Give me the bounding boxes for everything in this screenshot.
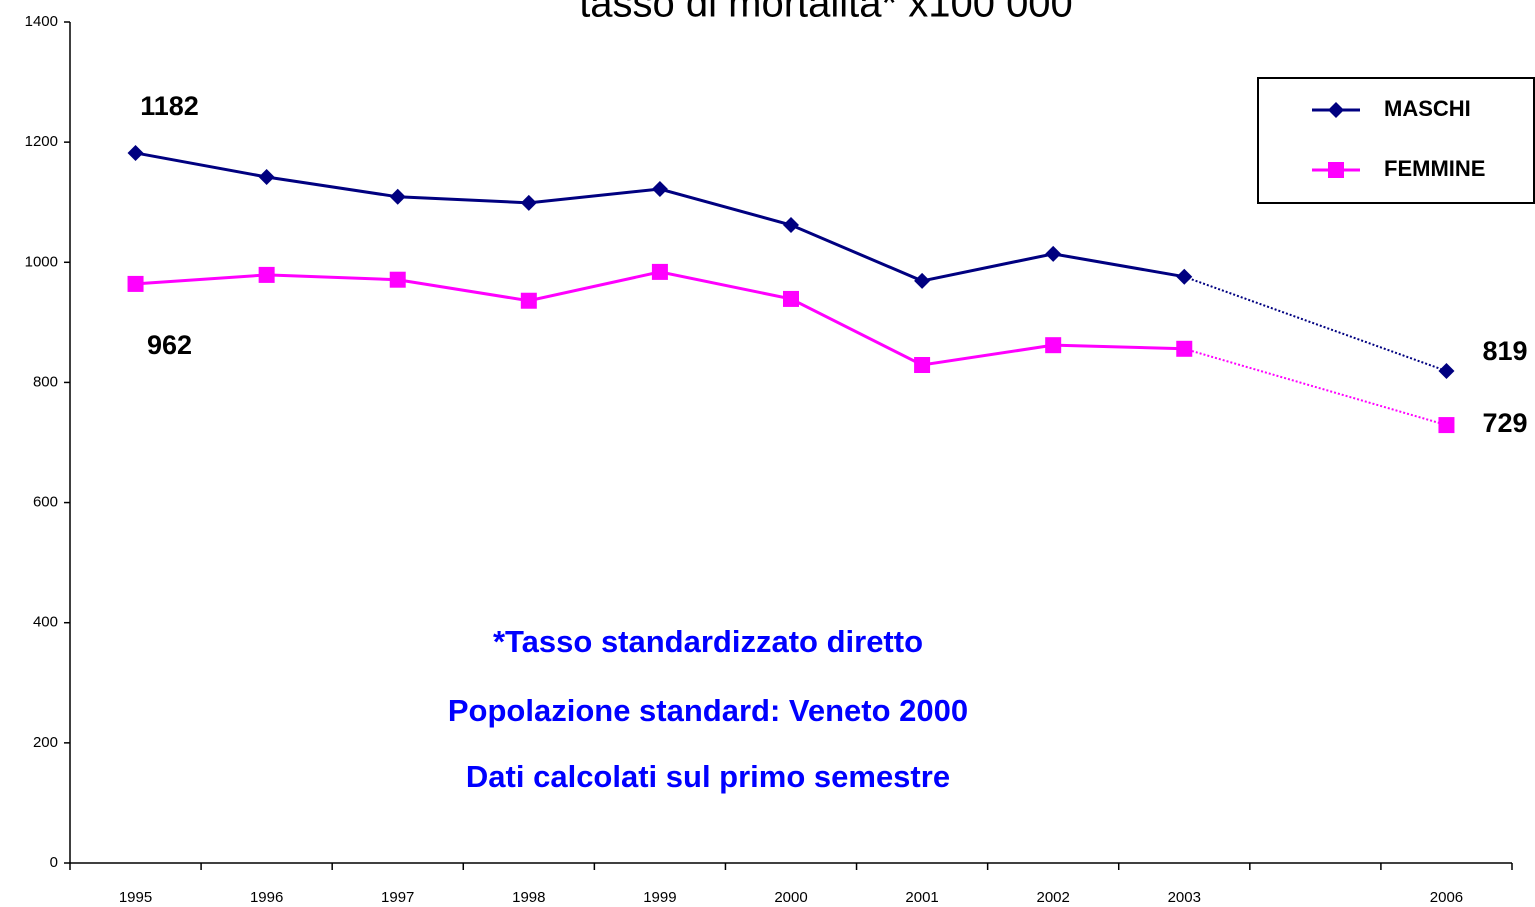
marker	[127, 144, 144, 161]
annotation: Dati calcolati sul primo semestre	[466, 759, 950, 794]
y-tick-label: 600	[33, 494, 58, 511]
marker	[389, 188, 406, 205]
annotation: *Tasso standardizzato diretto	[493, 624, 923, 659]
data-label: 729	[1482, 408, 1527, 438]
marker	[520, 292, 537, 309]
y-tick-label: 1200	[25, 133, 58, 150]
series-line	[135, 270, 1185, 367]
x-tick-label: 1998	[512, 889, 545, 906]
x-tick-label: 2002	[1036, 889, 1069, 906]
y-tick-label: 1000	[25, 253, 58, 270]
marker	[783, 290, 799, 307]
data-label: 819	[1482, 336, 1527, 366]
marker	[783, 217, 799, 234]
marker	[1045, 337, 1062, 354]
marker	[127, 275, 144, 292]
series-line	[135, 151, 1185, 283]
marker	[651, 263, 668, 280]
marker	[1176, 268, 1193, 285]
marker	[520, 194, 537, 211]
marker	[1045, 245, 1062, 262]
y-tick-label: 1400	[25, 13, 58, 30]
data-label: 1182	[140, 91, 199, 121]
gap-connector	[1183, 275, 1447, 372]
legend-label: FEMMINE	[1384, 156, 1485, 181]
x-tick-label: 2001	[905, 889, 938, 906]
marker	[1176, 340, 1193, 357]
legend-label: MASCHI	[1384, 96, 1471, 121]
gap-connector	[1183, 347, 1447, 427]
y-tick-label: 200	[33, 734, 58, 751]
legend	[1257, 77, 1535, 204]
x-tick-label: 2003	[1168, 889, 1201, 906]
marker	[258, 168, 275, 185]
x-tick-label: 1996	[250, 889, 283, 906]
x-tick-label: 1999	[643, 889, 676, 906]
x-tick-label: 2000	[774, 889, 807, 906]
marker	[1328, 102, 1344, 118]
annotation: Popolazione standard: Veneto 2000	[448, 693, 968, 728]
marker	[651, 180, 668, 197]
y-tick-label: 0	[50, 854, 58, 871]
marker	[1328, 162, 1344, 178]
x-tick-label: 2006	[1430, 889, 1463, 906]
x-tick-label: 1995	[119, 889, 152, 906]
data-label: 962	[147, 330, 192, 360]
marker	[258, 266, 275, 283]
chart-title: tasso di mortalità* x100 000	[579, 0, 1073, 26]
x-tick-label: 1997	[381, 889, 414, 906]
marker	[1438, 417, 1455, 434]
y-tick-label: 400	[33, 614, 58, 631]
marker	[914, 272, 931, 289]
marker	[389, 271, 406, 288]
marker	[914, 357, 931, 374]
y-tick-label: 800	[33, 373, 58, 390]
marker	[1438, 363, 1455, 380]
